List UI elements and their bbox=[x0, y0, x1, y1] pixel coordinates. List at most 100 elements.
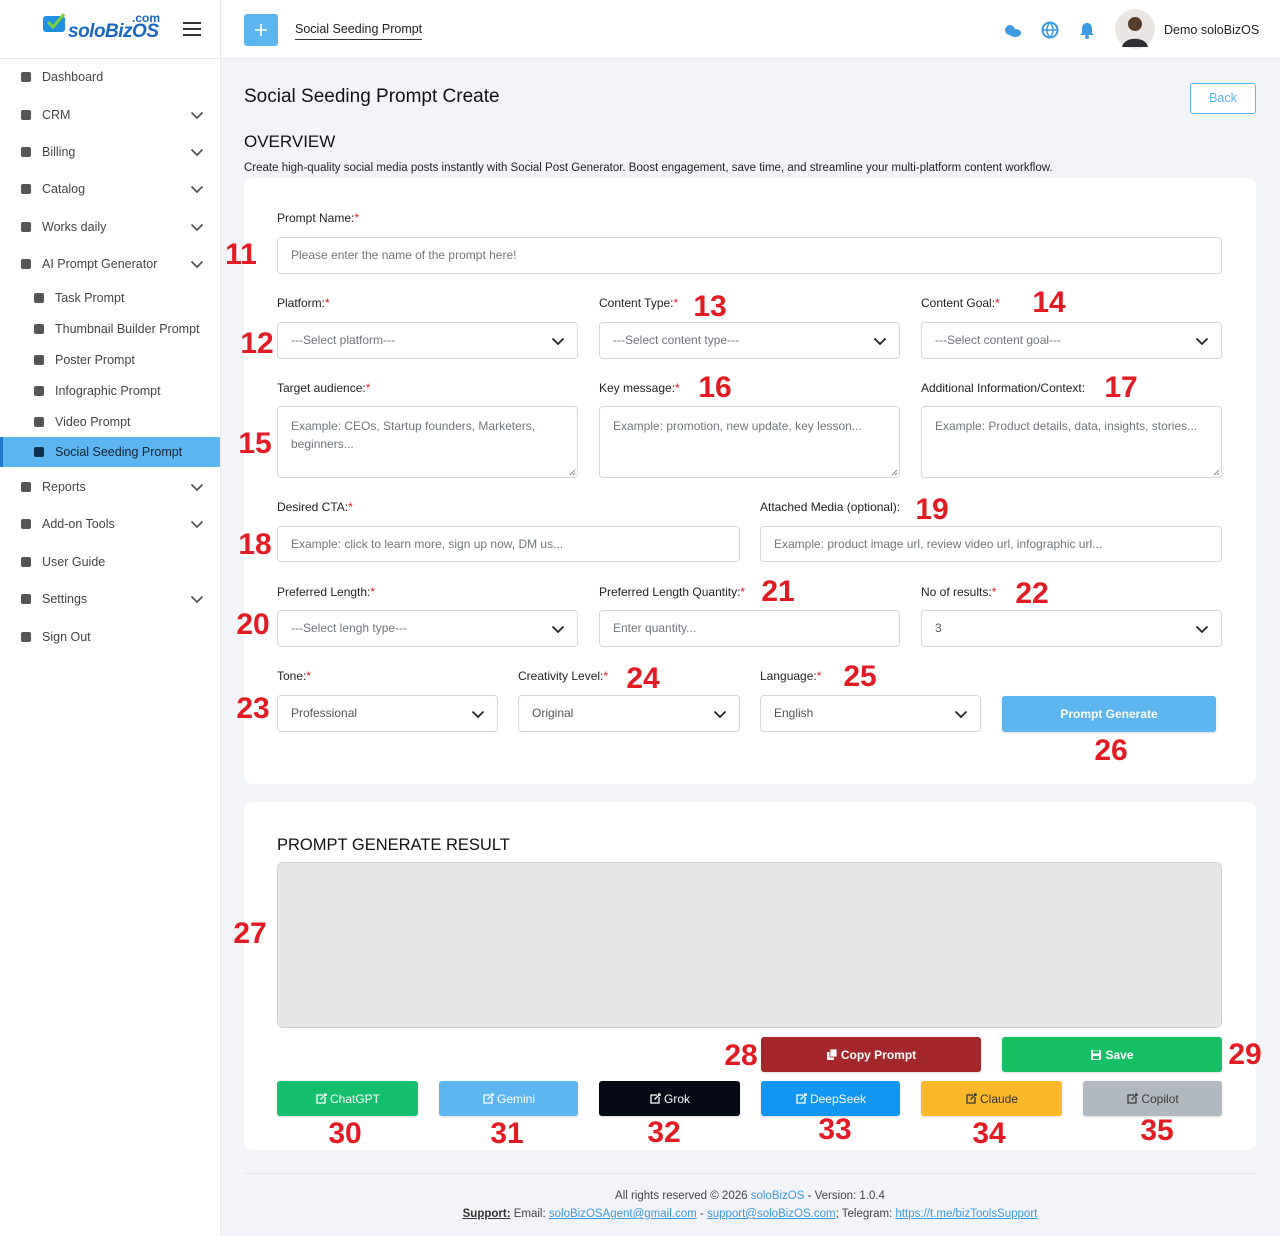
menu-toggle-wrap[interactable] bbox=[183, 22, 201, 36]
annotation-marker: 31 bbox=[490, 1117, 524, 1150]
menu-item[interactable]: Reports bbox=[42, 480, 86, 494]
input-field[interactable]: Please enter the name of the prompt here… bbox=[277, 237, 1222, 274]
menu-icon-wrap bbox=[33, 385, 45, 397]
menu-item[interactable]: Infographic Prompt bbox=[55, 384, 161, 398]
select-field[interactable]: ---Select content type--- bbox=[599, 322, 900, 359]
generate-button[interactable]: Prompt Generate bbox=[1002, 696, 1216, 732]
label-text: Key message: bbox=[599, 381, 676, 395]
menu-icon bbox=[21, 557, 31, 567]
field-label: Additional Information/Context: bbox=[921, 380, 1085, 396]
menu-item[interactable]: Sign Out bbox=[42, 630, 91, 644]
action-button[interactable]: ChatGPT bbox=[277, 1081, 418, 1116]
input-field[interactable]: Enter quantity... bbox=[599, 610, 900, 647]
action-button[interactable]: Claude bbox=[921, 1081, 1062, 1116]
label-text: Content Type: bbox=[599, 296, 674, 310]
chevron-icon bbox=[190, 148, 204, 157]
field-label: Preferred Length Quantity:* bbox=[599, 584, 745, 600]
menu-item[interactable]: Catalog bbox=[42, 182, 86, 196]
back-button[interactable]: Back bbox=[1190, 83, 1256, 114]
input-field[interactable]: Example: click to learn more, sign up no… bbox=[277, 526, 740, 562]
action-button[interactable]: Save bbox=[1002, 1037, 1222, 1072]
button-label: Save bbox=[1105, 1047, 1134, 1062]
menu-item[interactable]: Settings bbox=[42, 592, 88, 606]
chevron-icon-wrap bbox=[1195, 337, 1209, 346]
annotation-marker: 11 bbox=[225, 238, 257, 271]
logo-suffix: .com bbox=[132, 11, 161, 25]
select-field[interactable]: ---Select platform--- bbox=[277, 322, 578, 359]
logo-icon bbox=[43, 13, 66, 32]
topbar-icon-wrap[interactable] bbox=[1002, 20, 1022, 40]
action-button[interactable]: Copilot bbox=[1083, 1081, 1222, 1116]
resize-handle-wrap bbox=[569, 469, 576, 476]
required-mark: * bbox=[370, 585, 376, 599]
footer-link[interactable]: soloBizOS bbox=[750, 1190, 805, 1202]
field-placeholder: Enter quantity... bbox=[613, 621, 697, 635]
chevron-icon bbox=[713, 710, 727, 718]
button-label: Copy Prompt bbox=[840, 1047, 917, 1062]
action-button[interactable]: Gemini bbox=[439, 1081, 578, 1116]
textarea-field[interactable]: Example: Product details, data, insights… bbox=[921, 406, 1222, 478]
chevron-icon bbox=[873, 337, 887, 345]
field-label: Content Type:* bbox=[599, 295, 678, 311]
footer-link[interactable]: soloBizOSAgent@gmail.com bbox=[548, 1208, 697, 1220]
menu-item[interactable]: Add-on Tools bbox=[42, 517, 115, 531]
annotation-marker: 19 bbox=[915, 493, 949, 526]
plus-icon bbox=[255, 24, 267, 36]
menu-item[interactable]: Task Prompt bbox=[55, 291, 125, 305]
overview-description: Create high-quality social media posts i… bbox=[244, 162, 1053, 174]
field-placeholder: Example: click to learn more, sign up no… bbox=[291, 537, 564, 551]
menu-icon bbox=[34, 447, 44, 457]
field-placeholder: ---Select content type--- bbox=[613, 333, 740, 347]
footer-text: - bbox=[696, 1208, 707, 1220]
user-name[interactable]: Demo soloBizOS bbox=[1164, 23, 1260, 37]
topbar-icon-wrap[interactable] bbox=[1077, 20, 1097, 40]
select-field[interactable]: Professional bbox=[277, 695, 498, 732]
textarea-field[interactable]: Example: CEOs, Startup founders, Markete… bbox=[277, 406, 578, 478]
menu-icon bbox=[21, 632, 31, 642]
menu-item[interactable]: Dashboard bbox=[42, 70, 104, 84]
menu-item[interactable]: Thumbnail Builder Prompt bbox=[55, 322, 200, 336]
annotation-marker: 15 bbox=[238, 427, 272, 460]
action-button[interactable]: DeepSeek bbox=[761, 1081, 900, 1116]
footer-link[interactable]: support@soloBizOS.com bbox=[706, 1208, 836, 1220]
menu-item[interactable]: Billing bbox=[42, 145, 76, 159]
menu-item[interactable]: Video Prompt bbox=[55, 415, 131, 429]
footer-link[interactable]: https://t.me/bizToolsSupport bbox=[895, 1208, 1038, 1220]
required-mark: * bbox=[354, 211, 360, 225]
field-value: 3 bbox=[935, 621, 942, 635]
required-mark: * bbox=[740, 585, 746, 599]
footer-text: All rights reserved © 2026 bbox=[615, 1190, 751, 1202]
form-card bbox=[244, 178, 1256, 784]
button-label: Gemini bbox=[496, 1091, 535, 1106]
select-field[interactable]: English bbox=[760, 695, 981, 732]
page-title: Social Seeding Prompt Create bbox=[244, 86, 500, 107]
menu-item[interactable]: CRM bbox=[42, 108, 71, 122]
action-button[interactable]: Grok bbox=[599, 1081, 740, 1116]
menu-item[interactable]: Poster Prompt bbox=[55, 353, 135, 367]
menu-icon bbox=[21, 147, 31, 157]
result-output[interactable] bbox=[277, 862, 1222, 1028]
action-button[interactable]: Copy Prompt bbox=[761, 1037, 981, 1072]
input-field[interactable]: Example: product image url, review video… bbox=[760, 526, 1222, 562]
menu-icon-wrap bbox=[20, 631, 32, 643]
footer-line: Support: Email: soloBizOSAgent@gmail.com… bbox=[244, 1206, 1256, 1222]
select-field[interactable]: ---Select content goal--- bbox=[921, 322, 1222, 359]
menu-item[interactable]: User Guide bbox=[42, 555, 106, 569]
select-field[interactable]: Original bbox=[518, 695, 740, 732]
select-field[interactable]: 3 bbox=[921, 610, 1222, 647]
required-mark: * bbox=[603, 669, 609, 683]
chevron-icon bbox=[471, 710, 485, 718]
textarea-field[interactable]: Example: promotion, new update, key less… bbox=[599, 406, 900, 478]
annotation-marker: 28 bbox=[724, 1039, 758, 1072]
menu-item[interactable]: Works daily bbox=[42, 220, 107, 234]
add-button[interactable] bbox=[244, 14, 278, 46]
topbar-icon-wrap[interactable] bbox=[1040, 20, 1060, 40]
menu-item[interactable]: Social Seeding Prompt bbox=[55, 445, 183, 459]
link-icon bbox=[796, 1092, 807, 1104]
menu-item[interactable]: AI Prompt Generator bbox=[42, 257, 158, 271]
active-tab[interactable]: Social Seeding Prompt bbox=[295, 21, 423, 40]
select-field[interactable]: ---Select lengh type--- bbox=[277, 610, 578, 647]
button-label: Grok bbox=[663, 1091, 690, 1106]
label-text: Desired CTA: bbox=[277, 500, 349, 514]
resize-handle bbox=[569, 469, 576, 476]
